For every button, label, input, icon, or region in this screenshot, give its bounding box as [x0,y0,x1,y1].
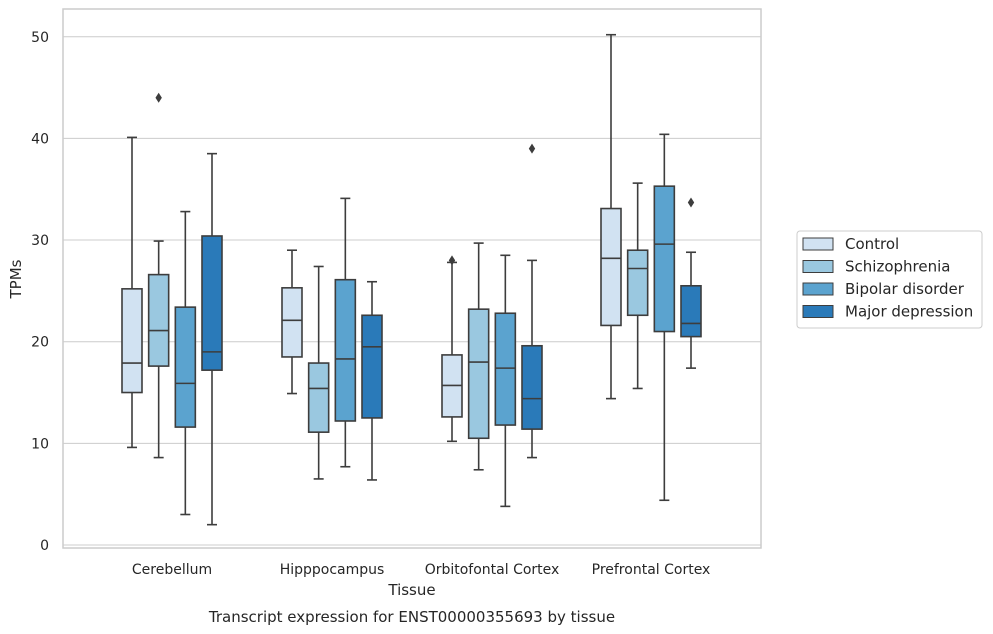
box-iqr [626,249,649,317]
figure-caption: Transcript expression for ENST0000035569… [208,608,615,626]
y-tick-label: 10 [31,436,49,452]
box-iqr [680,284,702,338]
x-tick-label: Hipppocampus [280,562,385,578]
outlier-point [687,197,695,208]
y-tick-label: 40 [31,131,49,147]
x-tick-label: Cerebellum [132,562,212,578]
legend-label: Bipolar disorder [845,280,965,298]
box-iqr [467,308,490,440]
box-control [600,33,622,400]
legend-label: Schizophrenia [845,258,950,276]
x-tick-labels: Cerebellum Hipppocampus Orbitofontal Corte… [132,562,710,578]
x-tick-label: Prefrontal Cortex [592,562,711,578]
box-bipolar-disorder [174,210,197,516]
y-axis-title: TPMs [7,259,25,299]
x-tick-label: Orbitofontal Cortex [425,562,560,578]
y-tick-label: 50 [31,30,49,46]
box-iqr [121,288,143,394]
outlier-point [528,143,536,154]
box-iqr [494,312,517,426]
box-iqr [147,273,170,367]
boxes-layer [121,33,702,526]
box-iqr [361,314,383,419]
box-schizophrenia [147,92,170,459]
box-control [121,136,143,449]
box-major-depression [680,197,702,369]
box-major-depression [201,152,223,526]
legend-swatch [802,237,834,251]
box-iqr [281,287,303,358]
legend: Control Schizophrenia Bipolar disorder Majo… [796,230,983,329]
box-major-depression [361,280,383,481]
legend-label: Control [845,235,899,253]
box-schizophrenia [626,182,649,390]
legend-swatch [802,305,834,318]
box-iqr [201,235,223,371]
box-major-depression [521,143,543,459]
box-control [441,255,463,443]
legend-frame [796,230,983,329]
y-tick-labels: 0 10 20 30 40 50 [31,30,49,554]
outlier-point [448,255,456,266]
box-iqr [600,207,622,327]
box-iqr [334,278,357,422]
box-schizophrenia [467,242,490,471]
y-tick-label: 0 [40,538,49,554]
y-tick-label: 20 [31,335,49,351]
box-bipolar-disorder [494,254,517,508]
x-axis-title: Tissue [387,581,435,599]
box-bipolar-disorder [334,197,357,468]
outlier-point [155,92,162,103]
legend-swatch [802,282,834,296]
y-tick-label: 30 [31,233,49,249]
box-bipolar-disorder [653,133,676,502]
legend-label: Major depression [845,303,973,321]
box-iqr [307,362,330,433]
box-iqr [521,344,543,430]
box-iqr [174,306,197,428]
plot-frame [62,8,762,549]
legend-swatch [802,260,834,273]
box-schizophrenia [307,265,330,480]
box-iqr [653,185,676,333]
box-control [281,249,303,395]
